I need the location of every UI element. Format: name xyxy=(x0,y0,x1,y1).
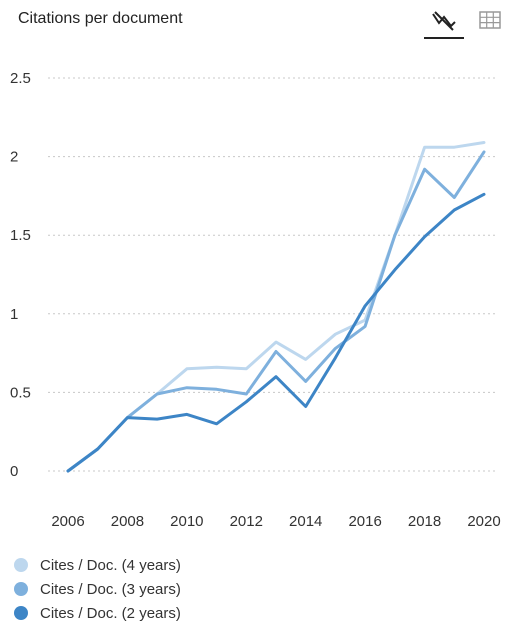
x-tick-label: 2010 xyxy=(170,513,203,530)
legend-label: Cites / Doc. (2 years) xyxy=(40,604,181,622)
legend-swatch xyxy=(14,558,28,572)
legend-item[interactable]: Cites / Doc. (2 years) xyxy=(14,601,181,625)
line-view-button[interactable] xyxy=(424,5,464,39)
chart-legend: Cites / Doc. (4 years) Cites / Doc. (3 ye… xyxy=(14,553,181,625)
y-tick-label: 1.5 xyxy=(10,227,31,244)
table-grid-icon xyxy=(479,11,501,29)
x-tick-label: 2016 xyxy=(348,513,381,530)
legend-label: Cites / Doc. (4 years) xyxy=(40,556,181,574)
y-tick-label: 1 xyxy=(10,306,18,323)
legend-item[interactable]: Cites / Doc. (4 years) xyxy=(14,553,181,577)
line-chart-icon xyxy=(432,11,456,31)
legend-item[interactable]: Cites / Doc. (3 years) xyxy=(14,577,181,601)
x-tick-label: 2012 xyxy=(230,513,263,530)
series-line-2[interactable] xyxy=(66,150,486,473)
table-view-button[interactable] xyxy=(470,5,510,35)
y-tick-label: 0 xyxy=(10,463,18,480)
chart-title: Citations per document xyxy=(18,10,183,27)
y-tick-label: 0.5 xyxy=(10,384,31,401)
legend-swatch xyxy=(14,606,28,620)
x-tick-label: 2020 xyxy=(467,513,500,530)
x-tick-label: 2006 xyxy=(51,513,84,530)
legend-label: Cites / Doc. (3 years) xyxy=(40,580,181,598)
line-chart: 0 0.5 1 1.5 2 2.5 2006 2008 2010 2012 2014 2016 2018… xyxy=(10,70,501,530)
series-line-3[interactable] xyxy=(66,192,486,473)
y-tick-label: 2 xyxy=(10,149,18,166)
y-tick-label: 2.5 xyxy=(10,70,31,87)
chart-header: Citations per document xyxy=(0,0,513,42)
legend-swatch xyxy=(14,582,28,596)
x-tick-label: 2008 xyxy=(111,513,144,530)
x-tick-label: 2014 xyxy=(289,513,322,530)
x-tick-label: 2018 xyxy=(408,513,441,530)
series-line-1[interactable] xyxy=(66,141,486,473)
